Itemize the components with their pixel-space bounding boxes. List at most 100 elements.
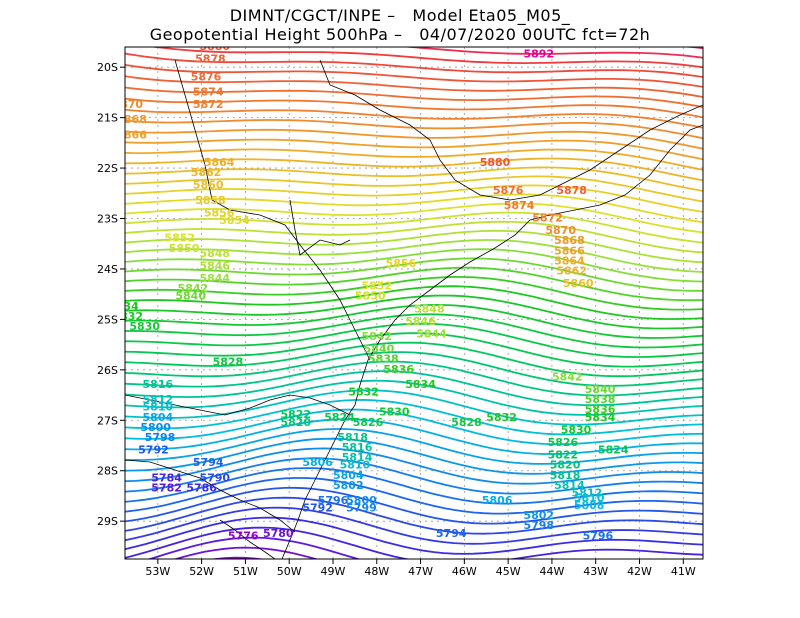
- contour-label: 5824: [324, 411, 355, 424]
- x-tick-label: 45W: [496, 565, 521, 578]
- contour-label: 5868: [116, 113, 147, 126]
- contour-label: 5876: [191, 70, 222, 83]
- contour-line: [125, 148, 703, 171]
- contour-label: 5850: [169, 242, 200, 255]
- y-tick-label: 23S: [97, 213, 118, 226]
- x-tick-label: 42W: [627, 565, 652, 578]
- contour-label: 5832: [348, 386, 379, 399]
- contour-line: [125, 457, 703, 495]
- x-tick-label: 49W: [321, 565, 346, 578]
- axis-ticks: 53W 52W 51W 50W 49W 48W 47W 46W 45W 44W 43W 42W 41W 2…: [97, 61, 696, 578]
- contour-label: 5792: [302, 502, 333, 515]
- contour-label: 5818: [550, 469, 581, 482]
- contour-label: 5822: [280, 408, 311, 421]
- contour-line: [125, 275, 703, 311]
- contour-label: 5856: [386, 257, 417, 270]
- contour-label: 5838: [368, 353, 399, 366]
- y-tick-label: 21S: [97, 112, 118, 125]
- contour-line: [125, 257, 703, 292]
- contour-label: 5784: [151, 471, 182, 484]
- contour-line: [125, 437, 703, 475]
- contour-label: 5874: [193, 85, 224, 98]
- contour-line: [125, 248, 703, 283]
- contour-label: 5880: [199, 40, 230, 53]
- y-tick-label: 29S: [97, 515, 118, 528]
- contour-line: [125, 266, 703, 302]
- map-title-line2: Geopotential Height 500hPa – 04/07/2020 …: [149, 25, 651, 44]
- contour-label: 5830: [379, 406, 410, 419]
- contour-line: [125, 128, 703, 150]
- contour-line: [125, 379, 703, 416]
- contour-label: 5874: [504, 199, 535, 212]
- river-border: [289, 199, 351, 256]
- state-border-3: [125, 394, 351, 416]
- contour-lines: [115, 7, 713, 559]
- y-tick-label: 20S: [97, 61, 118, 74]
- contour-label: 834: [116, 300, 139, 313]
- contour-label: 5806: [302, 456, 333, 469]
- contour-line: [125, 157, 703, 182]
- contour-line: [125, 52, 703, 78]
- contour-line: [125, 486, 703, 525]
- contour-label: 5816: [342, 441, 373, 454]
- contour-label: 5848: [199, 247, 230, 260]
- contour-label: 5828: [451, 416, 482, 429]
- contour-label: 5868: [554, 234, 585, 247]
- contour-label: 5882: [199, 25, 230, 38]
- contour-label: 5820: [280, 416, 311, 429]
- contour-label: 5776: [228, 529, 259, 542]
- y-tick-label: 28S: [97, 465, 118, 478]
- contour-label: 5800: [346, 494, 377, 507]
- contour-line: [125, 211, 703, 244]
- contour-label: 5890: [396, 30, 427, 43]
- x-tick-label: 43W: [583, 565, 608, 578]
- contour-line: [125, 506, 703, 545]
- contour-label: 5814: [554, 479, 585, 492]
- contour-label: 5842: [552, 370, 583, 383]
- contour-line: [125, 408, 703, 446]
- contour-label: 5796: [583, 529, 614, 542]
- contour-label: 5888: [322, 25, 353, 38]
- contour-label: 870: [120, 98, 143, 111]
- contour-line: [125, 229, 703, 264]
- contour-line: [125, 220, 703, 254]
- contour-line: [125, 166, 703, 192]
- contour-label: 5840: [175, 290, 206, 303]
- contour-line: [125, 389, 703, 426]
- contour-label: 5854: [219, 214, 250, 227]
- contour-label: 5786: [186, 481, 217, 494]
- contour-label: 5850: [355, 290, 386, 303]
- y-tick-label: 24S: [97, 263, 118, 276]
- contour-label: 5814: [342, 451, 373, 464]
- contour-label: 5820: [550, 459, 581, 472]
- contour-label: 5846: [405, 315, 436, 328]
- contour-line: [147, 536, 619, 559]
- contour-label: 5796: [318, 494, 349, 507]
- contour-label: 5872: [193, 98, 224, 111]
- contour-line: [125, 398, 703, 436]
- contour-label: 5804: [333, 469, 364, 482]
- contour-line: [115, 7, 713, 40]
- contour-line: [125, 285, 703, 320]
- coastline-borders: [125, 59, 703, 559]
- contour-label: 5824: [598, 444, 629, 457]
- contour-label: 5812: [143, 393, 174, 406]
- contour-label: 5810: [143, 401, 174, 414]
- x-tick-label: 51W: [233, 565, 258, 578]
- contour-label: 5826: [353, 416, 384, 429]
- contour-label: 5840: [585, 383, 616, 396]
- x-tick-label: 41W: [671, 565, 696, 578]
- contour-label: 5798: [523, 519, 554, 532]
- contour-label: 5880: [480, 156, 511, 169]
- contour-label: 5860: [563, 277, 594, 290]
- y-tick-label: 22S: [97, 162, 118, 175]
- contour-label: 5866: [554, 244, 585, 257]
- contour-line: [125, 184, 703, 213]
- contour-label: 5858: [195, 194, 226, 207]
- contour-line: [125, 477, 703, 515]
- state-border-1: [174, 59, 371, 361]
- contour-label: 5808: [574, 499, 605, 512]
- contour-label: 5822: [548, 449, 579, 462]
